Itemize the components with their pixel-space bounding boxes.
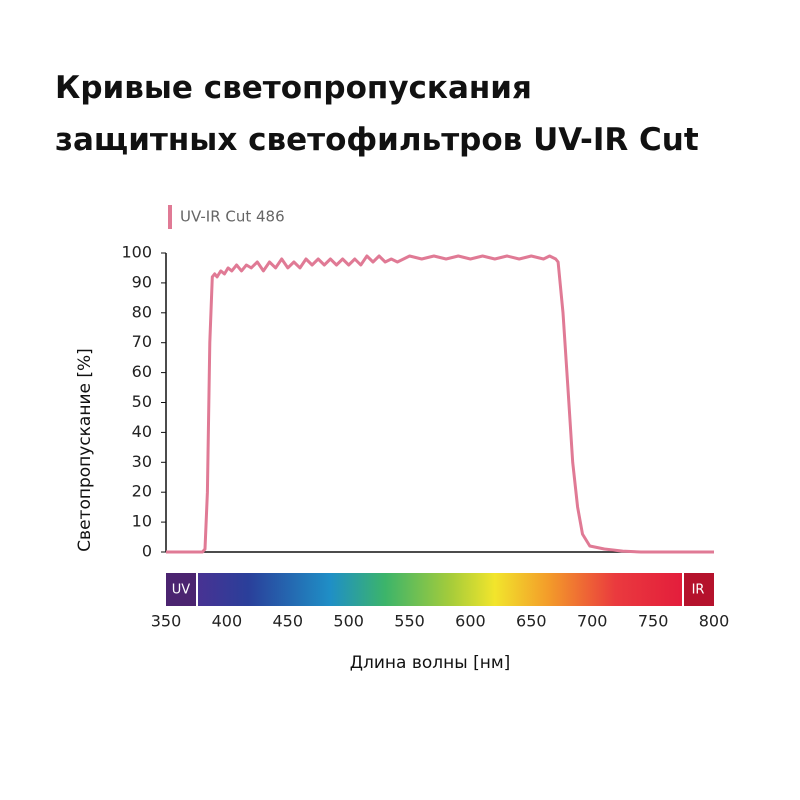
x-tick-label: 700: [577, 612, 608, 631]
y-axis-label: Светопропускание [%]: [75, 348, 95, 552]
x-tick-label: 800: [699, 612, 730, 631]
ir-label: IR: [692, 583, 705, 598]
title-line: защитных светофильтров UV-IR Cut: [55, 122, 699, 158]
y-tick-label: 30: [132, 452, 152, 471]
y-tick-label: 50: [132, 392, 152, 411]
x-tick-label: 350: [151, 612, 182, 631]
x-tick-label: 500: [333, 612, 364, 631]
x-tick-label: 650: [516, 612, 547, 631]
uv-label: UV: [172, 583, 191, 598]
x-axis-label: Длина волны [нм]: [350, 653, 511, 673]
x-tick-label: 450: [273, 612, 304, 631]
x-tick-label: 550: [394, 612, 425, 631]
x-tick-label: 400: [212, 612, 243, 631]
y-tick-label: 90: [132, 272, 152, 291]
y-tick-label: 10: [132, 512, 152, 531]
y-tick-label: 20: [132, 482, 152, 501]
x-tick-label: 600: [455, 612, 486, 631]
legend-label: UV-IR Cut 486: [180, 208, 285, 226]
y-tick-label: 80: [132, 302, 152, 321]
uv-zone: [166, 573, 197, 606]
title-line: Кривые светопропускания: [55, 70, 532, 106]
spectrum-bar: [166, 573, 714, 606]
y-tick-label: 60: [132, 362, 152, 381]
data-line: [166, 254, 714, 554]
y-tick-label: 40: [132, 422, 152, 441]
y-tick-label: 0: [142, 542, 152, 561]
y-tick-label: 100: [121, 243, 152, 262]
x-tick-label: 750: [638, 612, 669, 631]
ir-zone: [683, 573, 714, 606]
chart-title: Кривые светопропускания защитных светофи…: [55, 62, 699, 166]
y-tick-label: 70: [132, 332, 152, 351]
